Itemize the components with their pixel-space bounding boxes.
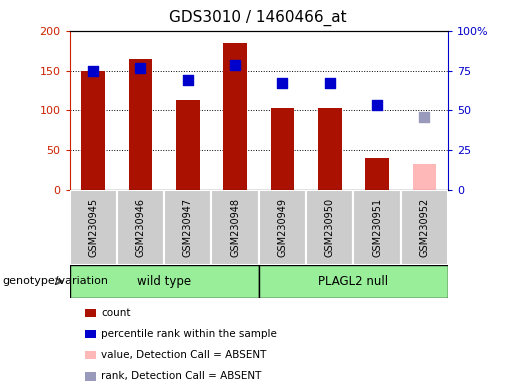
Bar bbox=[224, 43, 247, 190]
Text: PLAGL2 null: PLAGL2 null bbox=[318, 275, 388, 288]
Bar bbox=[353, 190, 401, 265]
Bar bbox=[81, 71, 105, 190]
Text: GSM230947: GSM230947 bbox=[183, 198, 193, 257]
Bar bbox=[365, 158, 389, 190]
Point bbox=[136, 65, 145, 71]
Point bbox=[184, 77, 192, 83]
Text: GSM230946: GSM230946 bbox=[135, 198, 146, 257]
Text: rank, Detection Call = ABSENT: rank, Detection Call = ABSENT bbox=[101, 371, 262, 381]
Text: GSM230952: GSM230952 bbox=[419, 198, 430, 257]
Bar bbox=[212, 190, 259, 265]
Bar bbox=[270, 108, 294, 190]
Bar bbox=[70, 265, 259, 298]
Bar bbox=[413, 164, 436, 190]
Bar bbox=[259, 265, 448, 298]
Text: GSM230950: GSM230950 bbox=[325, 198, 335, 257]
Point bbox=[89, 68, 97, 74]
Text: GSM230945: GSM230945 bbox=[88, 198, 98, 257]
Point bbox=[420, 114, 428, 120]
Point bbox=[278, 80, 286, 86]
Text: value, Detection Call = ABSENT: value, Detection Call = ABSENT bbox=[101, 350, 267, 360]
Text: count: count bbox=[101, 308, 131, 318]
Bar bbox=[176, 100, 200, 190]
Text: GDS3010 / 1460466_at: GDS3010 / 1460466_at bbox=[169, 10, 346, 26]
Bar bbox=[129, 59, 152, 190]
Bar bbox=[259, 190, 306, 265]
Text: wild type: wild type bbox=[137, 275, 191, 288]
Text: GSM230948: GSM230948 bbox=[230, 198, 240, 257]
Bar bbox=[70, 190, 117, 265]
Point bbox=[231, 62, 239, 68]
Text: percentile rank within the sample: percentile rank within the sample bbox=[101, 329, 278, 339]
Point bbox=[325, 80, 334, 86]
Bar bbox=[117, 190, 164, 265]
Text: genotype/variation: genotype/variation bbox=[3, 276, 109, 286]
Point bbox=[373, 102, 381, 108]
Text: GSM230951: GSM230951 bbox=[372, 198, 382, 257]
Bar bbox=[306, 190, 353, 265]
Bar bbox=[164, 190, 212, 265]
Text: GSM230949: GSM230949 bbox=[278, 198, 287, 257]
Bar bbox=[318, 108, 341, 190]
Bar bbox=[401, 190, 448, 265]
